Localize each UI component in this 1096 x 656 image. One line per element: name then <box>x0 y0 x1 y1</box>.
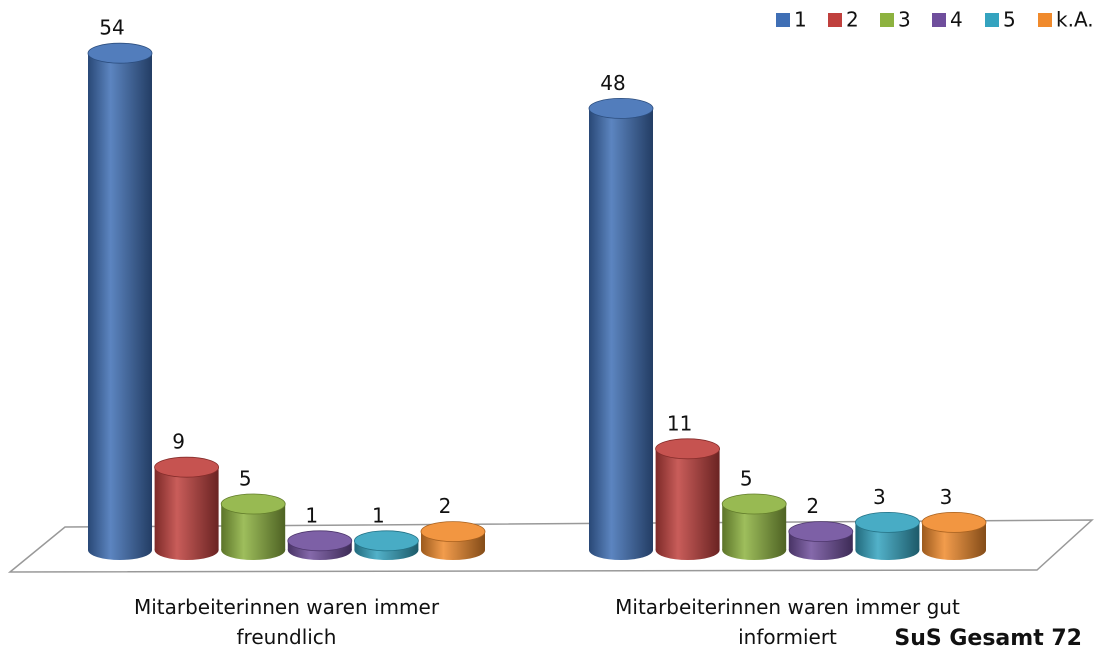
bar-top <box>87 42 153 64</box>
bar <box>154 456 220 560</box>
data-label: 48 <box>600 71 625 95</box>
legend-label: 1 <box>794 8 807 32</box>
bar-top <box>655 438 720 460</box>
legend-swatch <box>932 13 946 27</box>
bar-body <box>589 108 653 551</box>
bar <box>420 521 486 560</box>
bar <box>220 493 286 560</box>
bar <box>87 42 153 560</box>
bar <box>588 98 654 560</box>
legend-swatch <box>880 13 894 27</box>
bar <box>287 530 353 560</box>
data-label: 11 <box>667 411 692 435</box>
data-label: 54 <box>99 16 124 40</box>
legend-swatch <box>1038 13 1052 27</box>
bar-top <box>154 456 220 478</box>
bar <box>855 512 920 560</box>
data-label: 9 <box>172 430 185 454</box>
bar-body <box>154 467 219 550</box>
legend-swatch <box>985 13 999 27</box>
legend-label: k.A. <box>1056 8 1094 32</box>
floor <box>7 519 1094 573</box>
legend-swatch <box>776 13 790 27</box>
data-label: 5 <box>740 467 753 491</box>
data-label: 5 <box>239 467 252 491</box>
data-label: 1 <box>305 503 318 527</box>
bar <box>788 521 854 560</box>
bar-body <box>88 53 152 550</box>
x-tick-label: Mitarbeiterinnen waren immer freundlich <box>133 595 440 649</box>
legend-label: 5 <box>1003 8 1016 32</box>
legend-label: 2 <box>846 8 859 32</box>
annotation: SuS Gesamt 72 <box>894 626 1082 651</box>
bar-top <box>287 530 353 552</box>
bar-top <box>588 98 654 119</box>
bar <box>353 530 419 560</box>
legend-label: 3 <box>898 8 911 32</box>
data-label: 2 <box>806 494 819 518</box>
bar-top <box>420 521 486 542</box>
bar-top <box>855 512 920 533</box>
data-label: 3 <box>873 485 886 509</box>
bar-top <box>921 512 987 533</box>
bar-top <box>721 493 787 515</box>
x-tick-label: Mitarbeiterinnen waren immer gut informi… <box>615 595 960 649</box>
bar <box>721 493 787 560</box>
bar <box>921 512 987 560</box>
bar-top <box>788 521 854 542</box>
legend-swatch <box>828 13 842 27</box>
bar-top <box>353 530 419 552</box>
bar-top <box>220 493 286 515</box>
data-label: 3 <box>940 485 953 509</box>
data-label: 1 <box>372 503 385 527</box>
legend-label: 4 <box>950 8 963 32</box>
bar <box>655 438 720 560</box>
data-label: 2 <box>439 494 452 518</box>
bar-body <box>655 448 720 550</box>
